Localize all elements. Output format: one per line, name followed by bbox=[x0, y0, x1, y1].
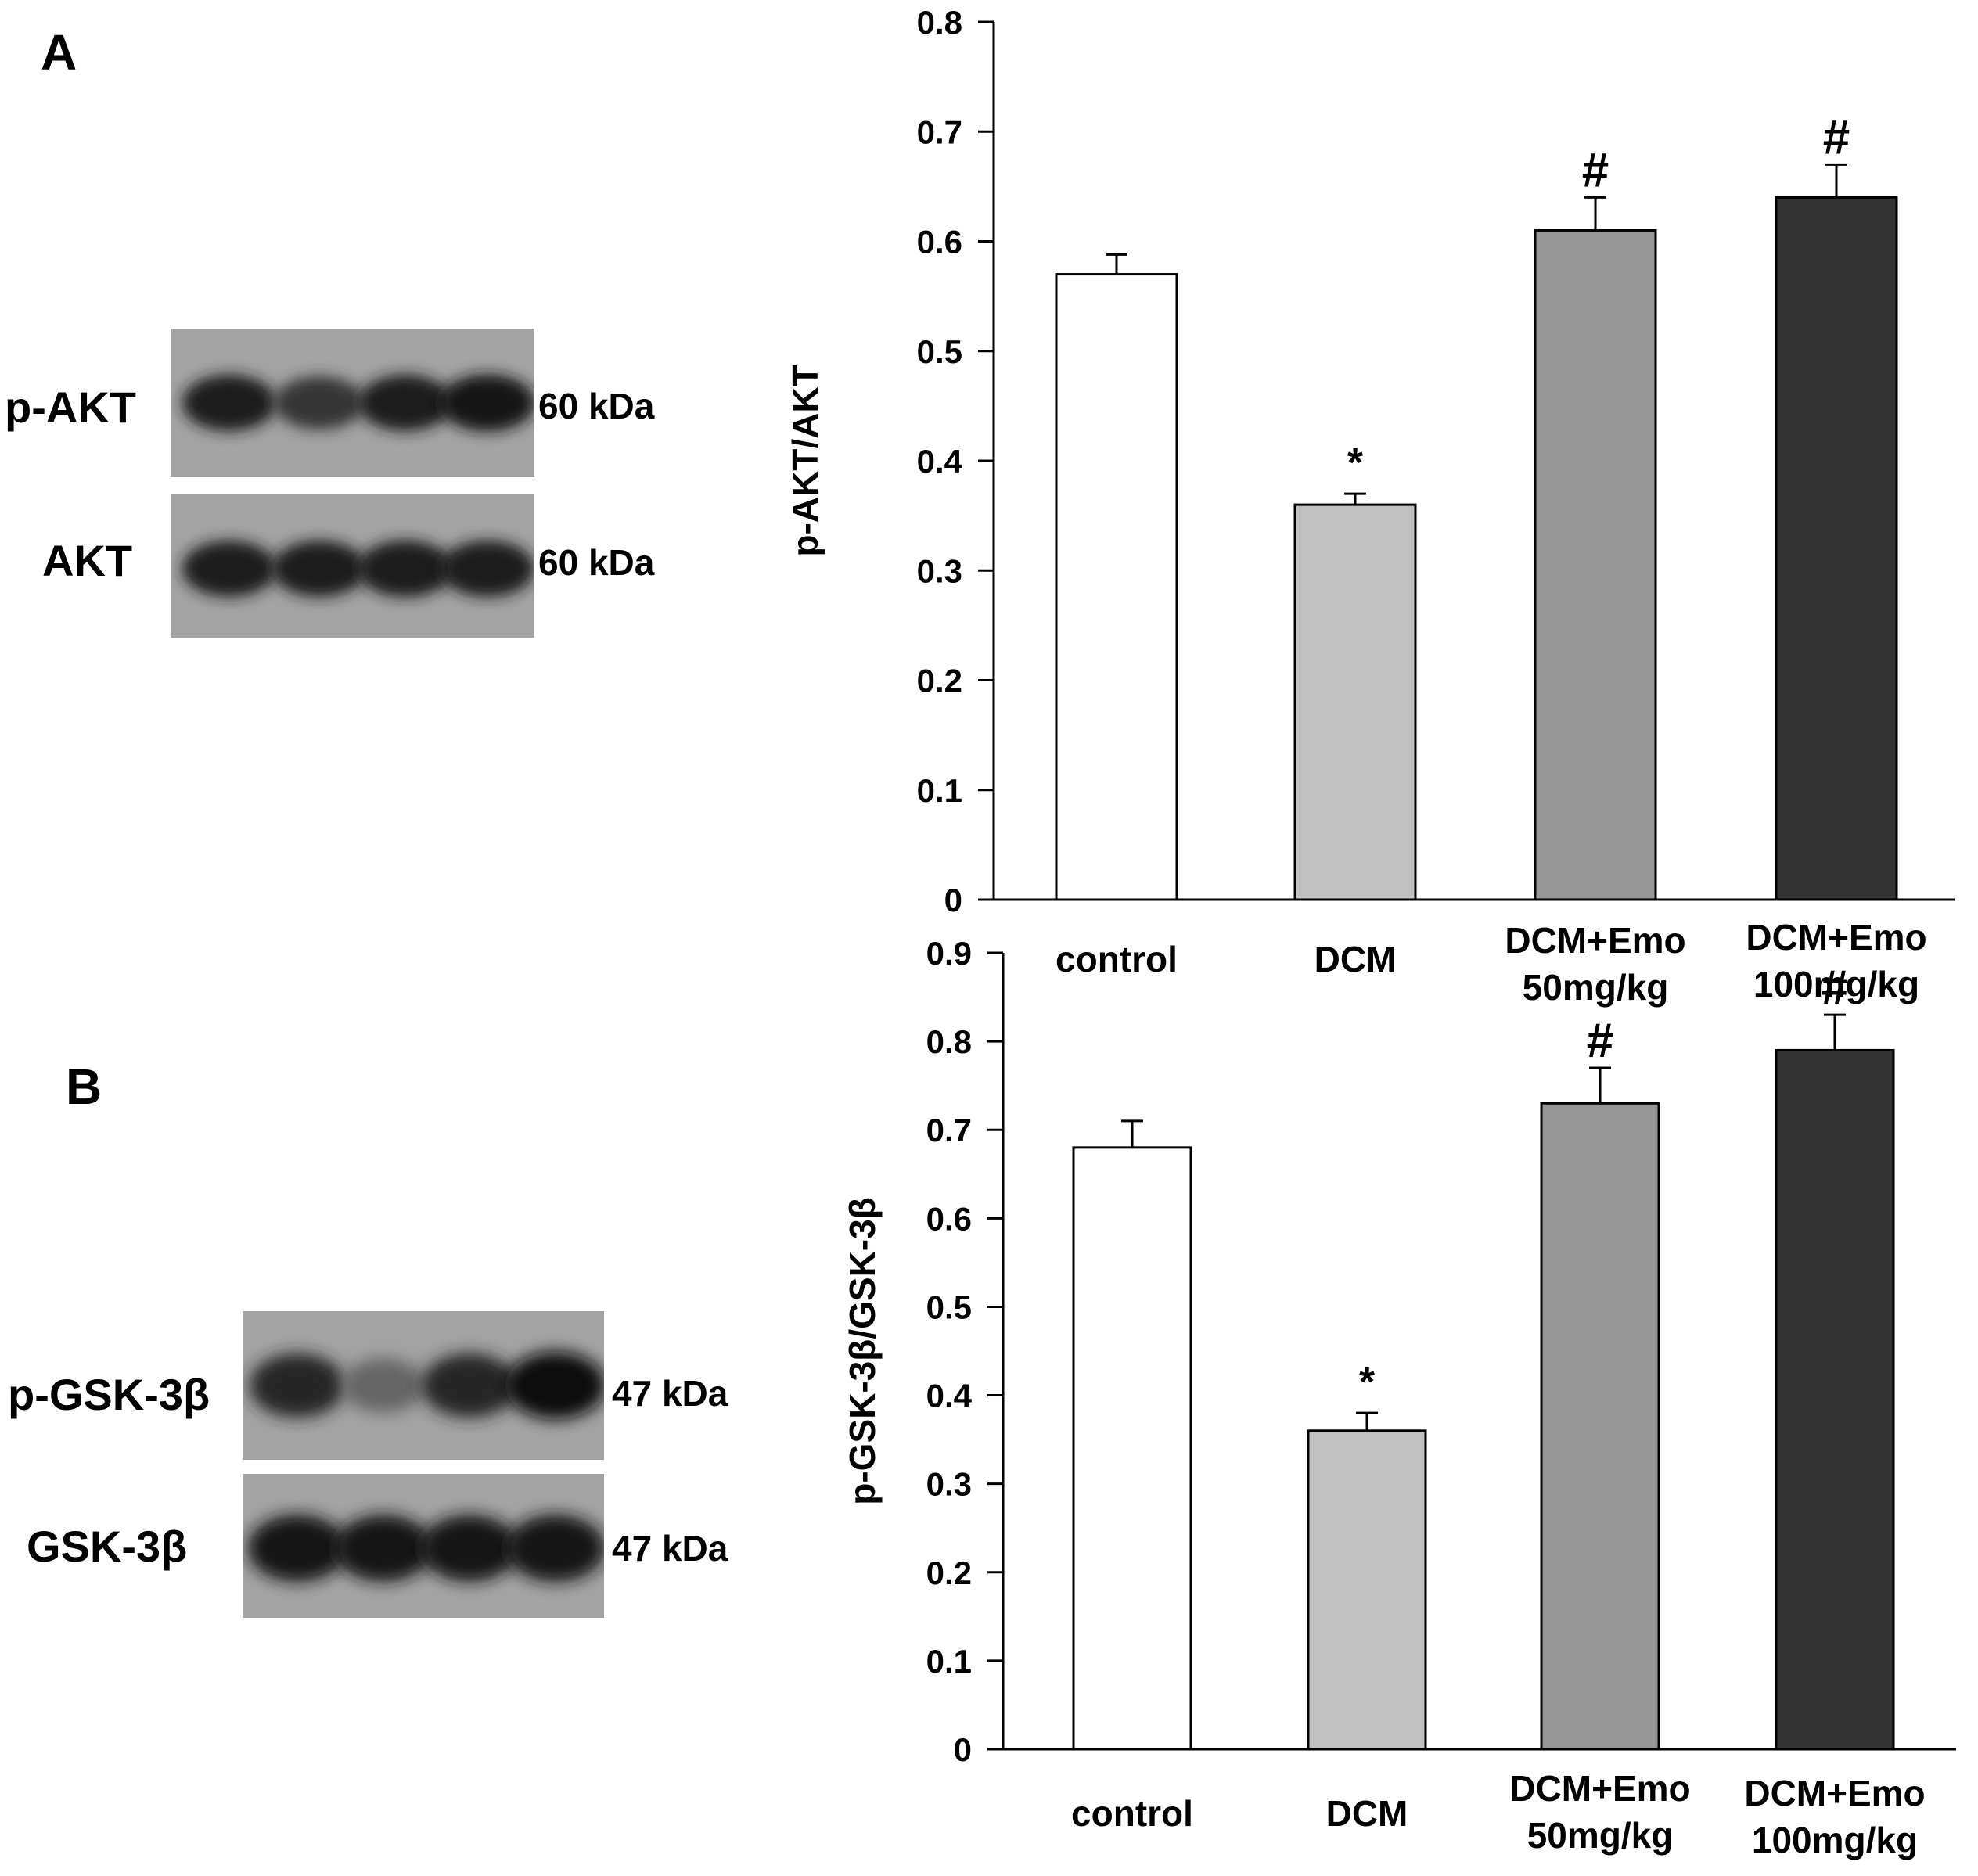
significance-marker: # bbox=[1582, 143, 1609, 197]
blot-band bbox=[274, 376, 365, 430]
blot-band bbox=[341, 1358, 426, 1413]
y-axis-label: p-AKT/AKT bbox=[785, 365, 825, 556]
y-tick-label: 0.1 bbox=[917, 772, 962, 809]
bar bbox=[1534, 228, 1657, 901]
category-label: 50mg/kg bbox=[1523, 967, 1669, 1008]
y-tick-label: 0.4 bbox=[917, 443, 963, 480]
y-tick-label: 0.6 bbox=[917, 224, 962, 261]
bar bbox=[1307, 1429, 1427, 1751]
blot-strip bbox=[243, 1311, 604, 1460]
bar bbox=[1540, 1102, 1660, 1751]
blot-strip bbox=[171, 494, 534, 638]
significance-marker: # bbox=[1822, 961, 1848, 1015]
bar bbox=[1055, 273, 1178, 901]
blot-band bbox=[182, 541, 277, 597]
blot-strip bbox=[171, 329, 534, 477]
blot-band bbox=[419, 1515, 520, 1582]
y-tick-label: 0.5 bbox=[917, 333, 962, 370]
blot-band bbox=[249, 1353, 346, 1418]
blot-strip bbox=[243, 1474, 604, 1618]
category-label: 100mg/kg bbox=[1753, 964, 1919, 1004]
category-label: control bbox=[1056, 939, 1178, 979]
significance-marker: * bbox=[1359, 1360, 1376, 1405]
blot-band bbox=[358, 540, 453, 598]
panel-letter-b: B bbox=[66, 1058, 102, 1115]
bar-chart-p-akt: 0 0.1 0.2 0.3 0.4 0.5 0.6 0.7 0.8 p-AKT/AKT contro… bbox=[785, 4, 1955, 1008]
blot-label-p-akt: p-AKT bbox=[5, 383, 136, 432]
blot-band bbox=[358, 375, 453, 431]
significance-marker: # bbox=[1587, 1014, 1613, 1068]
blot-band bbox=[333, 1515, 433, 1582]
category-label: 100mg/kg bbox=[1752, 1820, 1918, 1860]
bar bbox=[1293, 503, 1417, 901]
blot-band bbox=[505, 1351, 604, 1420]
category-label: DCM bbox=[1326, 1793, 1408, 1834]
blot-band bbox=[247, 1515, 347, 1582]
y-tick-label: 0.7 bbox=[926, 1112, 972, 1148]
blot-band bbox=[439, 374, 534, 432]
y-tick-label: 0.8 bbox=[917, 4, 962, 41]
y-tick-label: 0.2 bbox=[926, 1554, 972, 1591]
y-tick-label: 0.3 bbox=[926, 1466, 972, 1503]
western-blot-b bbox=[243, 1311, 604, 1618]
y-tick-label: 0.1 bbox=[926, 1643, 972, 1680]
y-tick-label: 0 bbox=[954, 1731, 972, 1768]
category-label: DCM+Emo bbox=[1744, 1773, 1925, 1813]
bar bbox=[1072, 1146, 1192, 1751]
y-tick-label: 0.6 bbox=[926, 1200, 972, 1237]
kda-label-gsk3b: 47 kDa bbox=[612, 1528, 728, 1569]
y-tick-label: 0 bbox=[944, 882, 962, 918]
kda-label-p-akt: 60 kDa bbox=[538, 386, 655, 426]
blot-band bbox=[505, 1515, 604, 1582]
panel-letter-a: A bbox=[41, 24, 77, 81]
bar bbox=[1775, 1048, 1895, 1751]
y-tick-label: 0.5 bbox=[926, 1288, 972, 1325]
category-label: 50mg/kg bbox=[1527, 1815, 1674, 1856]
blot-band bbox=[421, 1353, 518, 1418]
blot-label-gsk3b: GSK-3β bbox=[27, 1522, 188, 1571]
kda-label-akt: 60 kDa bbox=[538, 542, 655, 583]
category-label: control bbox=[1071, 1793, 1193, 1834]
blot-band bbox=[182, 375, 277, 431]
category-label: DCM+Emo bbox=[1509, 1768, 1690, 1809]
y-tick-label: 0.3 bbox=[917, 552, 962, 589]
y-axis-label: p-GSK-3β/GSK-3β bbox=[842, 1197, 883, 1505]
significance-marker: # bbox=[1823, 110, 1850, 164]
y-tick-label: 0.4 bbox=[926, 1378, 973, 1414]
category-label: DCM+Emo bbox=[1746, 917, 1926, 958]
kda-label-p-gsk3b: 47 kDa bbox=[612, 1373, 728, 1414]
blot-band bbox=[440, 540, 534, 598]
y-tick-label: 0.9 bbox=[926, 935, 972, 972]
blot-band bbox=[272, 541, 367, 597]
category-label: DCM bbox=[1314, 939, 1397, 979]
blot-label-akt: AKT bbox=[42, 536, 133, 585]
bar bbox=[1775, 196, 1898, 901]
western-blot-a bbox=[171, 329, 534, 638]
y-tick-label: 0.2 bbox=[917, 663, 962, 699]
y-tick-label: 0.8 bbox=[926, 1023, 972, 1060]
category-label: DCM+Emo bbox=[1505, 920, 1685, 961]
blot-label-p-gsk3b: p-GSK-3β bbox=[8, 1370, 210, 1419]
significance-marker: * bbox=[1347, 440, 1364, 486]
y-tick-label: 0.7 bbox=[917, 113, 962, 150]
